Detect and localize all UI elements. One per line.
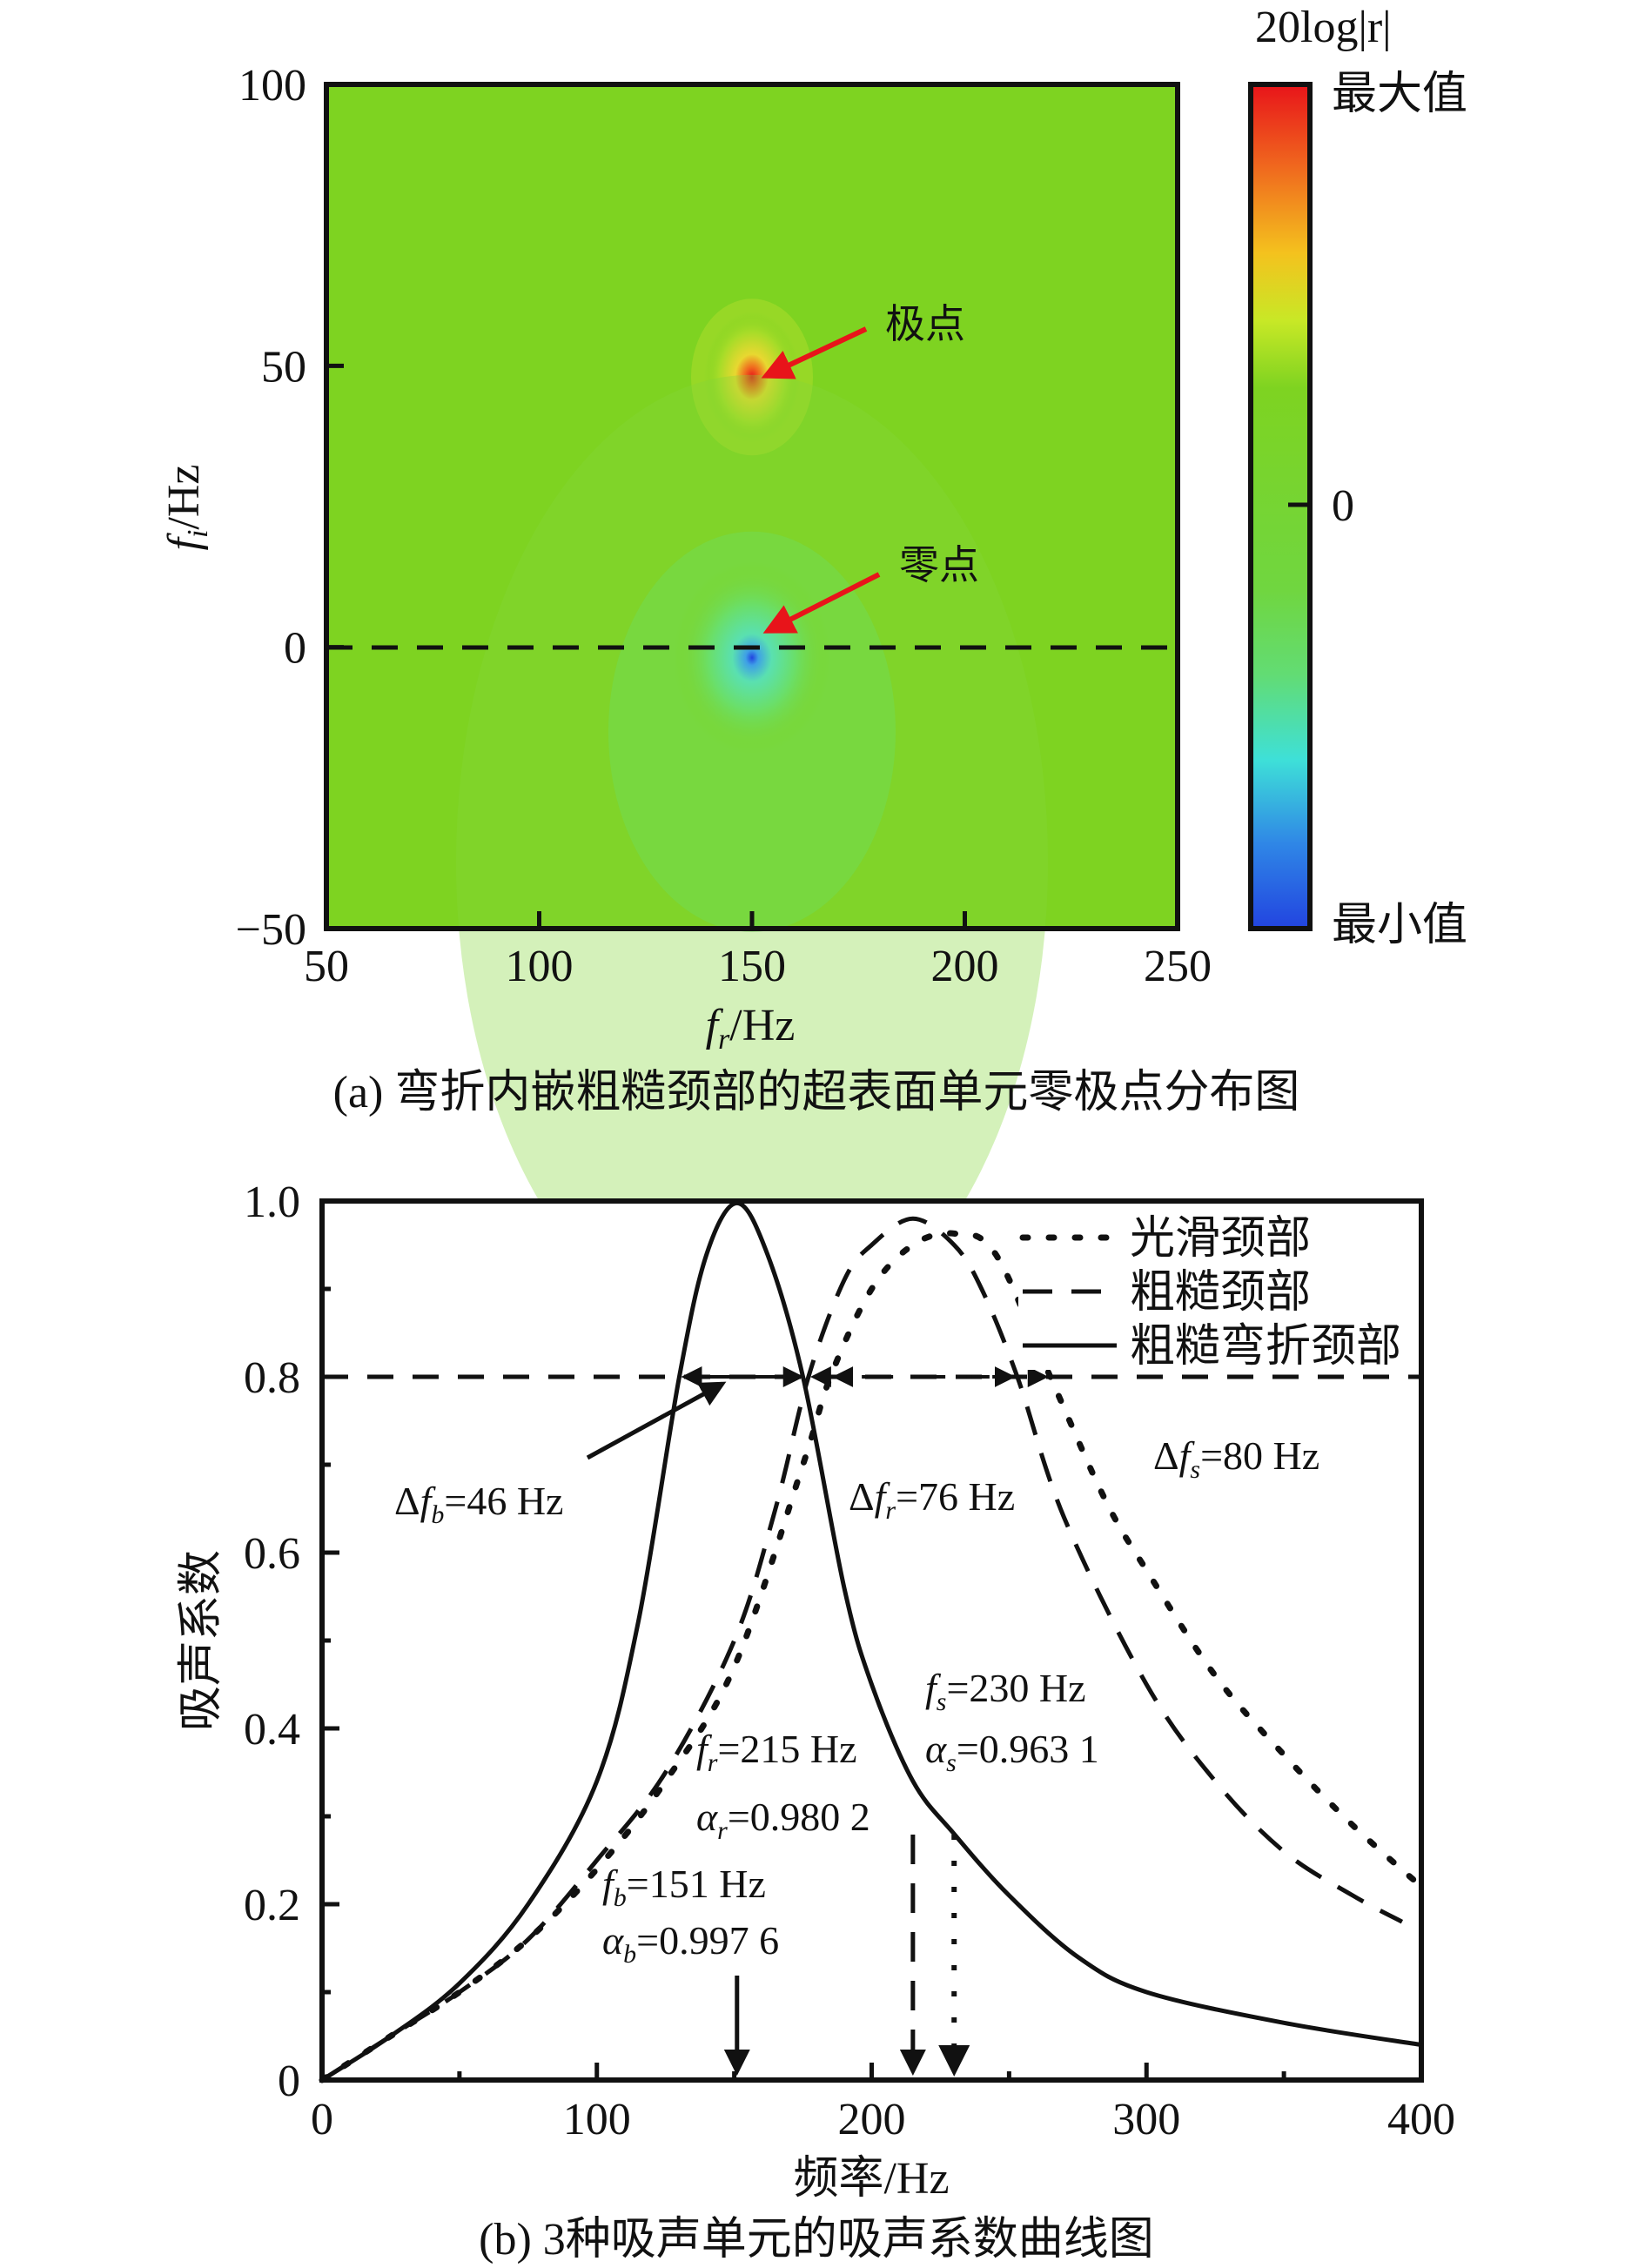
x-tick-label: 0 [311, 2095, 333, 2144]
colorbar-title: 20log|r| [1255, 3, 1392, 52]
pole-marker [704, 312, 800, 443]
bandwidth-label: Δfb=46 Hz [394, 1479, 563, 1529]
peak-alpha-label: αs=0.963 1 [925, 1727, 1099, 1777]
y-tick-label: 50 [261, 342, 306, 392]
x-tick-label: 300 [1112, 2095, 1180, 2144]
zero-arrow [762, 572, 881, 634]
absorption-plot: 0 100 200 300 400 0 0.2 0.4 0.6 0.8 1.0 Δfb=46 Hz Δ… [177, 1178, 1455, 2204]
x-axis-label: 频率/Hz [793, 2154, 949, 2204]
y-tick-label: 100 [238, 61, 306, 111]
peak-frequency-label: fb=151 Hz [602, 1862, 766, 1912]
y-tick-label: 0.8 [244, 1353, 300, 1403]
colorbar-max-label: 最大值 [1332, 70, 1467, 119]
caption-b: (b) 3种吸声单元的吸声系数曲线图 [479, 2215, 1154, 2265]
caption-a: (a) 弯折内嵌粗糙颈部的超表面单元零极点分布图 [333, 1067, 1300, 1117]
peak-alpha-label: αr=0.980 2 [696, 1795, 870, 1845]
y-tick-label: 1.0 [244, 1178, 300, 1227]
colorbar-mid-label: 0 [1332, 481, 1354, 531]
x-tick-label: 50 [304, 942, 349, 991]
y-tick-label: 0.2 [244, 1881, 300, 1930]
x-tick-label: 250 [1144, 942, 1212, 991]
y-tick-label: 0 [278, 2057, 300, 2106]
bandwidth-label: Δfs=80 Hz [1153, 1433, 1319, 1484]
x-tick-label: 400 [1387, 2095, 1455, 2144]
peak-frequency-label: fr=215 Hz [696, 1727, 857, 1777]
pole-arrow [761, 326, 868, 379]
pole-label: 极点 [885, 302, 965, 346]
series-line-dashed [320, 1216, 1404, 2083]
series-line-dotted [319, 1230, 1425, 2083]
x-tick-label: 200 [931, 942, 999, 991]
series-line-solid [320, 1200, 1422, 2083]
x-axis-label: fr/Hz [706, 1001, 796, 1056]
bandwidth-pointer-arrow [586, 1381, 727, 1460]
x-tick-label: 150 [718, 942, 786, 991]
y-tick-label: 0.4 [244, 1705, 300, 1755]
bandwidth-label: Δfr=76 Hz [849, 1474, 1015, 1525]
legend-label: 光滑颈部 [1130, 1214, 1311, 1264]
y-axis-label: 吸声系数 [177, 1550, 226, 1731]
colorbar: 20log|r| 最大值 0 最小值 [1248, 3, 1467, 950]
y-axis-label: fi/Hz [159, 465, 214, 551]
peak-alpha-label: αb=0.997 6 [602, 1918, 779, 1969]
zero-label: 零点 [899, 543, 979, 587]
x-tick-label: 100 [506, 942, 574, 991]
heatmap-plot: 50 100 150 200 250 −50 0 50 100 极点 零点 fr/Hz fi/H… [159, 61, 1212, 1350]
y-tick-label: 0 [284, 624, 306, 674]
legend-label: 粗糙弯折颈部 [1130, 1321, 1401, 1372]
zero-marker [674, 561, 830, 754]
peak-frequency-label: fs=230 Hz [925, 1666, 1086, 1716]
colorbar-min-label: 最小值 [1332, 901, 1467, 950]
legend-label: 粗糙颈部 [1130, 1268, 1311, 1318]
y-tick-label: −50 [236, 905, 306, 955]
y-tick-label: 0.6 [244, 1529, 300, 1579]
x-tick-label: 100 [563, 2095, 631, 2144]
x-tick-label: 200 [838, 2095, 906, 2144]
